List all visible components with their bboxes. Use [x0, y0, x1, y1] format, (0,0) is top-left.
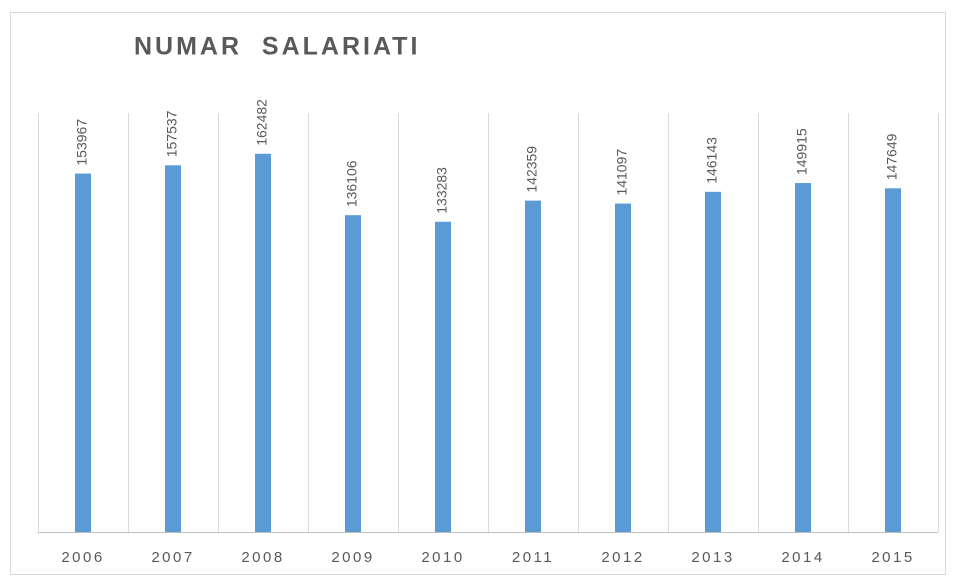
chart-title: NUMAR SALARIATI: [134, 33, 420, 61]
bar: [435, 221, 451, 532]
data-label: 133283: [434, 167, 450, 214]
bar: [885, 188, 901, 532]
bar: [615, 203, 631, 532]
x-tick-label: 2006: [61, 549, 104, 566]
data-label: 157537: [164, 110, 180, 157]
x-tick-label: 2009: [331, 549, 374, 566]
bar: [705, 191, 721, 532]
bar: [255, 153, 271, 532]
bar: [75, 173, 91, 532]
bar: [525, 200, 541, 533]
x-tick-label: 2015: [871, 549, 914, 566]
data-label: 142359: [524, 146, 540, 193]
x-tick-label: 2014: [781, 549, 824, 566]
data-label: 162482: [254, 99, 270, 146]
data-label: 149915: [794, 128, 810, 175]
data-label: 136106: [344, 160, 360, 207]
x-tick-label: 2013: [691, 549, 734, 566]
data-label: 147649: [884, 133, 900, 180]
x-tick-label: 2011: [512, 549, 554, 566]
data-label: 153967: [74, 119, 90, 166]
bar: [345, 215, 361, 532]
data-label: 141097: [614, 149, 630, 196]
bar: [795, 183, 811, 532]
x-tick-label: 2007: [151, 549, 194, 566]
x-tick-label: 2010: [421, 549, 464, 566]
x-tick-label: 2008: [241, 549, 284, 566]
bar: [165, 165, 181, 532]
x-tick-label: 2012: [601, 549, 644, 566]
data-label: 146143: [704, 137, 720, 184]
